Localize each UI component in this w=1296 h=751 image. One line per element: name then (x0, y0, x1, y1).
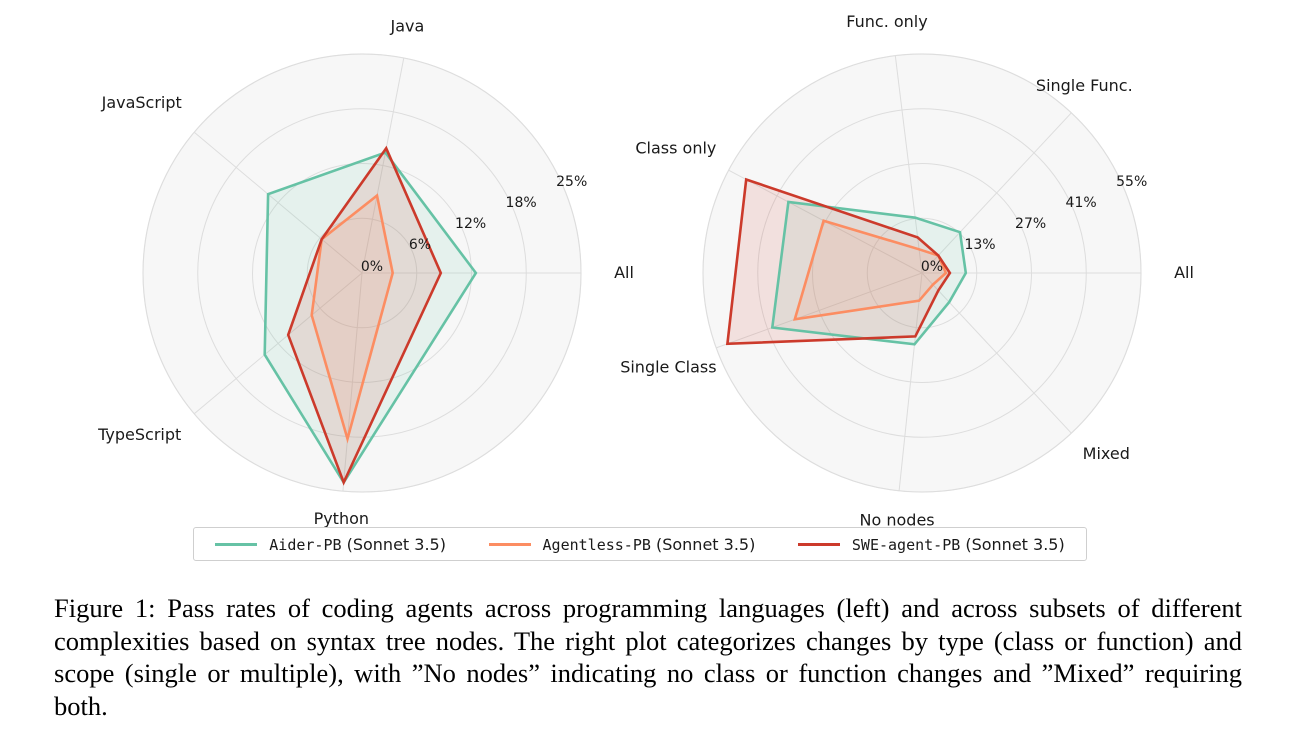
axis-label: JavaScript (101, 93, 182, 112)
series-area-agentless (794, 220, 946, 320)
radar-spoke (898, 272, 923, 491)
radial-tick-label: 27% (1015, 216, 1046, 232)
series-line-agentless (310, 193, 395, 444)
radial-tick-label: 41% (1066, 195, 1097, 211)
radar-spoke (193, 272, 363, 415)
radar-chart-complexity: 0% 13% 27% 41% 55% All Single Func. Func. only C… (620, 12, 1194, 530)
axis-label: Python (314, 509, 369, 528)
axis-label: Func. only (846, 12, 927, 31)
radar-figure: 0% 6% 12% 18% 25% All Java JavaScript TypeScript… (97, 12, 1194, 530)
axis-label: Mixed (1083, 444, 1130, 463)
legend-label-aider: Aider-PB (Sonnet 3.5) (269, 534, 446, 554)
legend-item-agentless: Agentless-PB (Sonnet 3.5) (488, 534, 756, 554)
series-line-aider (770, 200, 968, 346)
axis-label: Java (390, 16, 425, 35)
radar-spoke (193, 131, 363, 274)
radar-spoke (361, 57, 405, 274)
legend-item-aider: Aider-PB (Sonnet 3.5) (215, 535, 446, 554)
figure-caption: Figure 1: Pass rates of coding agents ac… (54, 593, 1242, 721)
series-area-sweagent (727, 179, 950, 344)
radar-chart-languages: 0% 6% 12% 18% 25% All Java JavaScript TypeScript… (97, 16, 634, 528)
radial-tick-label: 12% (455, 216, 486, 232)
radial-tick-label: 55% (1116, 174, 1147, 190)
radial-tick-label: 0% (361, 259, 383, 275)
radial-tick-label: 18% (506, 195, 537, 211)
axis-label: TypeScript (97, 425, 181, 444)
legend-swatch-agentless (488, 542, 531, 546)
radar-spoke (921, 112, 1072, 274)
axis-label: Single Func. (1036, 76, 1133, 95)
legend-label-agentless: Agentless-PB (Sonnet 3.5) (542, 534, 756, 554)
axis-label: Class only (635, 138, 716, 157)
legend: Aider-PB (Sonnet 3.5) Agentless-PB (Sonn… (193, 527, 1087, 561)
axis-label: No nodes (860, 511, 935, 530)
radial-tick-label: 13% (964, 237, 995, 253)
axis-label: All (614, 263, 634, 282)
series-area-agentless (311, 195, 393, 439)
radar-spoke (716, 272, 923, 349)
series-line-aider (263, 151, 478, 485)
radar-spoke (342, 272, 363, 492)
radial-tick-label: 0% (921, 259, 943, 275)
series-line-agentless (792, 219, 948, 321)
legend-item-sweagent: SWE-agent-PB (Sonnet 3.5) (797, 534, 1065, 554)
legend-swatch-sweagent (797, 542, 840, 546)
series-line-sweagent (286, 145, 443, 486)
radar-spoke (921, 272, 1072, 434)
series-area-sweagent (288, 148, 441, 483)
axis-label: All (1174, 263, 1194, 282)
axis-label: Single Class (620, 357, 716, 376)
radial-tick-label: 6% (409, 237, 431, 253)
radial-tick-label: 25% (556, 174, 587, 190)
legend-label-sweagent: SWE-agent-PB (Sonnet 3.5) (851, 534, 1065, 554)
legend-swatch-aider (215, 542, 258, 546)
series-line-sweagent (725, 177, 952, 346)
